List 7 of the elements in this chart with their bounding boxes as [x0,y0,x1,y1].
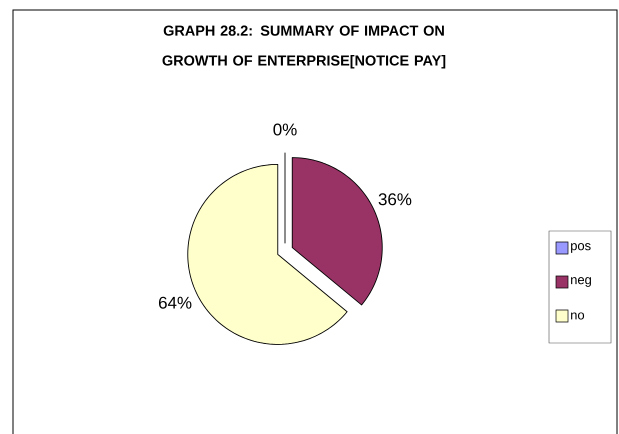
legend-label: no [571,312,584,320]
text: 0% [273,123,297,136]
data-label: 36% [378,193,412,206]
legend-label: neg [571,277,591,287]
data-label: 64% [158,296,192,309]
chart-title: GRAPH 28.2: SUMMARY OF IMPACT ON GROWTH OF ENTERPRISE[NOTICE PAY] [162,26,446,68]
legend-label: pos [571,243,591,253]
